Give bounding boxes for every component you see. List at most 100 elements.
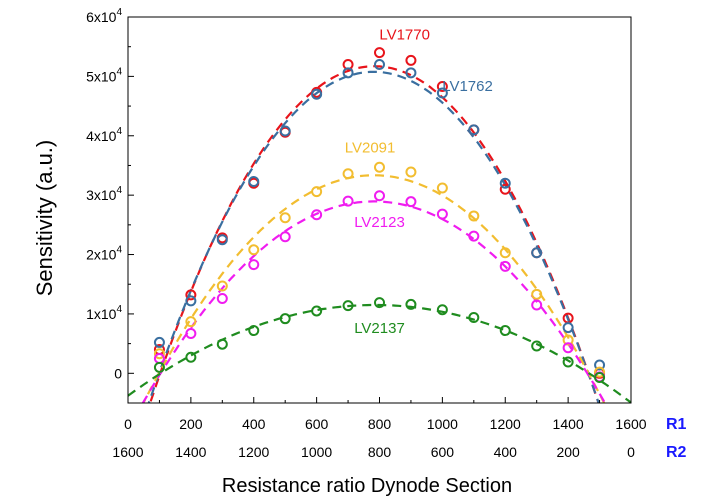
point-lv2123: [185, 328, 197, 340]
point-lv1762: [342, 67, 354, 79]
point-lv2137: [216, 338, 228, 350]
point-lv2091: [185, 316, 197, 328]
point-lv2091: [594, 366, 606, 378]
curves: [128, 47, 631, 403]
fit-line-lv2137: [128, 303, 631, 403]
point-lv1762: [185, 295, 197, 307]
point-lv2091: [216, 280, 228, 292]
series-label-lv2091: LV2091: [345, 139, 396, 156]
r1-tick-label: 600: [305, 416, 329, 432]
point-lv1762: [562, 322, 574, 334]
point-lv2137: [279, 313, 291, 325]
point-lv2091: [248, 244, 260, 256]
y-tick-label: 0: [114, 365, 122, 381]
y-tick-label: 4x104: [86, 126, 122, 144]
point-lv1770: [185, 289, 197, 301]
plot-area: LV1770 LV1762 LV2091 LV2123 LV2137: [128, 27, 631, 403]
point-lv2137: [342, 300, 354, 312]
y-tick-label: 2x104: [86, 245, 122, 263]
point-lv1762: [374, 59, 385, 71]
point-lv2137: [374, 297, 385, 309]
r1-tick-label: 0: [124, 416, 132, 432]
fit-line-lv2091: [142, 174, 606, 403]
point-lv1762: [311, 88, 323, 100]
r1-row-label: R1: [666, 416, 687, 433]
point-lv2137: [468, 311, 480, 323]
r1-tick-label: 1400: [553, 416, 584, 432]
y-axis-title: Sensitivity (a.u.): [32, 140, 57, 297]
plot-frame: [127, 16, 632, 404]
point-lv1762: [499, 177, 511, 189]
r2-tick-label: 600: [431, 444, 455, 460]
point-lv2123: [531, 299, 543, 311]
point-lv1762: [468, 124, 480, 136]
r1-tick-label: 1000: [427, 416, 458, 432]
point-lv2091: [279, 212, 291, 224]
point-lv1762: [594, 359, 606, 371]
y-tick-label: 5x104: [86, 66, 122, 84]
r2-tick-label: 0: [627, 444, 635, 460]
point-lv1762: [216, 234, 228, 246]
series-label-lv1770: LV1770: [379, 27, 430, 44]
point-lv2091: [405, 166, 417, 178]
r1-tick-label: 200: [179, 416, 203, 432]
point-lv1770: [436, 80, 448, 92]
point-lv2091: [342, 168, 354, 180]
point-lv2123: [405, 196, 417, 208]
point-lv2123: [248, 259, 260, 271]
point-lv2091: [374, 161, 385, 173]
point-lv1762: [405, 67, 417, 79]
point-lv2123: [562, 342, 574, 354]
point-lv2137: [311, 305, 323, 317]
y-tick-label: 6x104: [86, 7, 122, 25]
point-lv2123: [374, 190, 385, 202]
axes: 0 1600 200 1400 400 1200 600 1000 800 800 1000 600 1…: [86, 7, 647, 460]
r1-tick-label: 800: [368, 416, 392, 432]
point-lv2137: [248, 325, 260, 337]
r1-tick-label: 1200: [490, 416, 521, 432]
point-lv1762: [436, 87, 448, 99]
point-lv2137: [153, 361, 165, 373]
y-tick-label: 1x104: [86, 304, 122, 322]
point-lv2091: [468, 210, 480, 222]
series-label-lv2137: LV2137: [354, 320, 405, 337]
point-lv1762: [153, 336, 165, 348]
r2-tick-label: 1000: [301, 444, 332, 460]
r2-tick-label: 1200: [238, 444, 269, 460]
r2-tick-label: 200: [556, 444, 580, 460]
r2-tick-label: 1600: [112, 444, 143, 460]
r2-tick-label: 800: [368, 444, 392, 460]
point-lv2091: [311, 186, 323, 198]
fit-line-lv1762: [147, 70, 600, 403]
series-label-lv1762: LV1762: [442, 78, 493, 95]
y-tick-label: 3x104: [86, 185, 122, 203]
point-lv2091: [562, 334, 574, 346]
fit-line-lv1770: [148, 65, 600, 403]
fit-line-lv2123: [141, 200, 607, 403]
point-lv2091: [153, 348, 165, 360]
point-lv2137: [185, 351, 197, 363]
point-lv2137: [594, 371, 606, 383]
point-lv2137: [531, 340, 543, 352]
point-lv1770: [499, 183, 511, 195]
point-lv2123: [279, 231, 291, 243]
point-lv2123: [216, 292, 228, 304]
point-lv2091: [531, 288, 543, 300]
x-axis-title: Resistance ratio Dynode Section: [222, 475, 512, 497]
r2-row-label: R2: [666, 444, 687, 461]
point-lv2091: [499, 247, 511, 259]
point-lv2091: [436, 182, 448, 194]
point-lv1770: [374, 47, 385, 59]
r2-tick-label: 400: [494, 444, 518, 460]
point-lv1770: [405, 54, 417, 66]
point-lv2137: [436, 304, 448, 316]
point-lv2137: [405, 298, 417, 310]
series-label-lv2123: LV2123: [354, 214, 405, 231]
point-lv2123: [342, 195, 354, 207]
point-lv2123: [499, 260, 511, 272]
point-lv1762: [279, 125, 291, 137]
r1-tick-label: 1600: [615, 416, 646, 432]
point-lv2123: [436, 208, 448, 220]
point-lv1762: [531, 247, 543, 259]
